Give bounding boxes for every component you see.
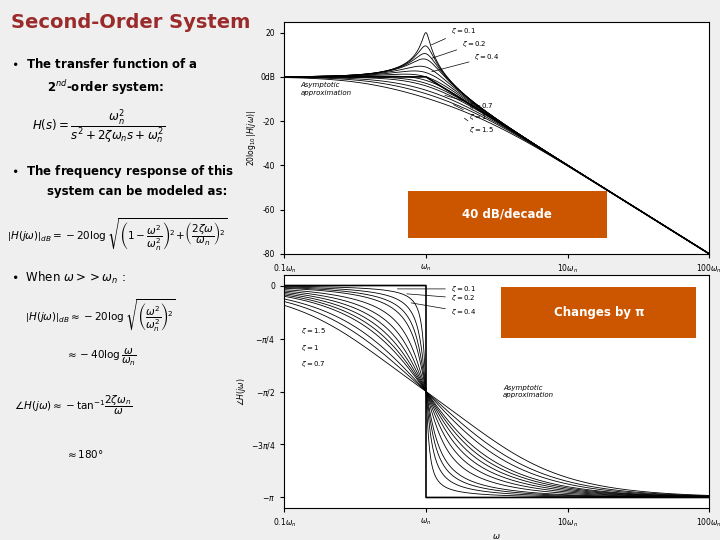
Text: $\zeta=1$: $\zeta=1$ bbox=[300, 342, 319, 353]
Text: $\zeta=0.2$: $\zeta=0.2$ bbox=[407, 293, 475, 303]
Text: $H(s)=\dfrac{\omega_n^2}{s^2+2\zeta\omega_n s+\omega_n^2}$: $H(s)=\dfrac{\omega_n^2}{s^2+2\zeta\omeg… bbox=[32, 108, 166, 146]
Text: $\bullet$  When $\omega>>\omega_n$ :: $\bullet$ When $\omega>>\omega_n$ : bbox=[11, 270, 125, 286]
Text: system can be modeled as:: system can be modeled as: bbox=[47, 185, 228, 198]
FancyBboxPatch shape bbox=[501, 287, 696, 338]
Text: $\approx-40\log\dfrac{\omega}{\omega_n}$: $\approx-40\log\dfrac{\omega}{\omega_n}$ bbox=[65, 347, 137, 368]
Text: $\approx 180°$: $\approx 180°$ bbox=[65, 448, 104, 460]
Text: $\zeta=0.1$: $\zeta=0.1$ bbox=[431, 26, 476, 45]
X-axis label: $\omega$: $\omega$ bbox=[492, 278, 501, 287]
Text: Changes by π: Changes by π bbox=[554, 306, 644, 319]
Text: $\bullet$  The frequency response of this: $\bullet$ The frequency response of this bbox=[11, 163, 234, 180]
Y-axis label: $\angle H(j\omega)$: $\angle H(j\omega)$ bbox=[235, 377, 248, 406]
Text: 40 dB/decade: 40 dB/decade bbox=[462, 208, 552, 221]
Text: $\left|H(j\omega)\right|_{dB}=-20\log\sqrt{\left(1-\dfrac{\omega^2}{\omega_n^2}\: $\left|H(j\omega)\right|_{dB}=-20\log\sq… bbox=[7, 216, 228, 253]
Text: $\zeta=0.7$: $\zeta=0.7$ bbox=[300, 360, 325, 369]
Text: Asymptotic
approximation: Asymptotic approximation bbox=[300, 82, 351, 96]
X-axis label: $\omega$: $\omega$ bbox=[492, 532, 501, 540]
Text: Asymptotic
approximation: Asymptotic approximation bbox=[503, 384, 554, 398]
Text: $\zeta=0.7$: $\zeta=0.7$ bbox=[445, 96, 493, 111]
Text: $\zeta=0.4$: $\zeta=0.4$ bbox=[411, 303, 476, 317]
Y-axis label: $20\log_{10}|H(j\omega)|$: $20\log_{10}|H(j\omega)|$ bbox=[245, 110, 258, 166]
Text: $\bullet$  The transfer function of a: $\bullet$ The transfer function of a bbox=[11, 57, 198, 71]
FancyBboxPatch shape bbox=[408, 191, 607, 238]
Text: $\zeta=0.4$: $\zeta=0.4$ bbox=[432, 52, 500, 72]
Text: $\zeta=1.5$: $\zeta=1.5$ bbox=[464, 118, 493, 135]
Text: $\angle H(j\omega)\approx-\tan^{-1}\!\dfrac{2\zeta\omega_n}{\omega}$: $\angle H(j\omega)\approx-\tan^{-1}\!\df… bbox=[14, 394, 132, 417]
Text: Second-Order System: Second-Order System bbox=[11, 14, 250, 32]
Text: 2$^{nd}$-order system:: 2$^{nd}$-order system: bbox=[47, 78, 164, 97]
Text: $\zeta=0.1$: $\zeta=0.1$ bbox=[397, 284, 476, 294]
Text: $\zeta=1$: $\zeta=1$ bbox=[454, 105, 487, 122]
Text: $\zeta=1.5$: $\zeta=1.5$ bbox=[300, 326, 325, 336]
Text: $\zeta=0.2$: $\zeta=0.2$ bbox=[431, 39, 487, 58]
Text: $\left|H(j\omega)\right|_{dB}\approx-20\log\sqrt{\left(\dfrac{\omega^2}{\omega_n: $\left|H(j\omega)\right|_{dB}\approx-20\… bbox=[25, 297, 176, 334]
